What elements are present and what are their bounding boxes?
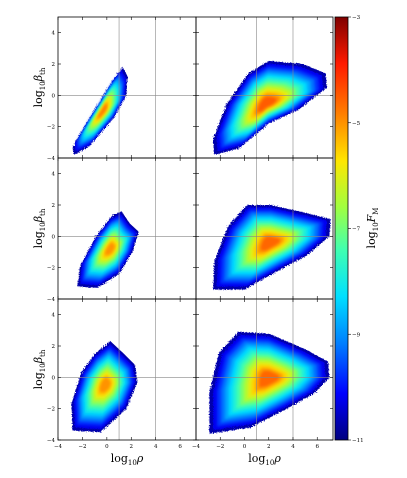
- panel-2-2: [195, 157, 334, 300]
- y-tick-label: 0: [52, 375, 56, 381]
- panel-frame: [195, 298, 334, 441]
- axis-labels: log10ρ log10ρ: [111, 452, 282, 467]
- colorbar-tick-label: −3: [352, 15, 361, 21]
- y-tick-label: 4: [52, 172, 56, 178]
- colorbar-gradient: [334, 16, 349, 441]
- y-tick-label: −4: [47, 156, 56, 162]
- y-tick-label: 2: [52, 344, 56, 350]
- colorbar-tick-label: −7: [352, 227, 361, 233]
- panel-2-1: −4 −2 0 2 4 log10βth: [32, 157, 197, 303]
- x-tick-label: −4: [192, 444, 201, 450]
- colorbar-label: log10FM: [365, 208, 380, 249]
- y-axis-label: log10βth: [32, 208, 47, 248]
- y-tick-label: −2: [47, 407, 55, 413]
- y-tick-label: 4: [52, 313, 56, 319]
- y-tick-label: 4: [52, 31, 56, 37]
- density-contour: [257, 96, 277, 112]
- panel-3-1: −4 −2 0 2 4 −4 −2 0 2 4 6 log10βth: [32, 298, 197, 450]
- x-tick-label: −2: [216, 444, 224, 450]
- y-tick-label: 2: [52, 62, 56, 68]
- x-tick-label: 6: [315, 444, 319, 450]
- colorbar-tick-label: −11: [352, 438, 364, 444]
- x-tick-label: 0: [243, 444, 247, 450]
- colorbar-tick-label: −9: [352, 332, 361, 338]
- x-tick-label: 2: [130, 444, 134, 450]
- x-axis-label: log10ρ: [111, 452, 144, 467]
- y-tick-label: −4: [47, 438, 56, 444]
- x-tick-label: 2: [267, 444, 271, 450]
- x-tick-label: 4: [154, 444, 158, 450]
- y-tick-label: 2: [52, 203, 56, 209]
- y-tick-label: −2: [47, 125, 55, 131]
- x-axis-label: log10ρ: [248, 452, 281, 467]
- y-tick-label: 0: [52, 234, 56, 240]
- density-contour: [97, 103, 107, 118]
- density-contour: [105, 242, 115, 255]
- colorbar: −11 −9 −7 −5 −3 log10FM: [334, 15, 380, 444]
- x-tick-label: 4: [291, 444, 295, 450]
- density-contour: [260, 236, 280, 251]
- x-tick-label: 6: [178, 444, 182, 450]
- y-axis-label: log10βth: [32, 67, 47, 107]
- colorbar-tick-label: −5: [352, 121, 361, 127]
- x-tick-label: 0: [105, 444, 109, 450]
- panel-1-2: [195, 16, 334, 159]
- density-contour: [99, 377, 111, 393]
- y-tick-label: −4: [47, 297, 56, 303]
- y-tick-label: 0: [52, 93, 56, 99]
- panel-1-1: −4 −2 0 2 4 log10βth: [32, 16, 197, 162]
- y-tick-label: −2: [47, 266, 55, 272]
- y-axis-label: log10βth: [32, 349, 47, 389]
- density-contour: [259, 370, 279, 388]
- x-tick-label: −4: [54, 444, 63, 450]
- panel-3-2: −4 −2 0 2 4 6: [192, 298, 334, 450]
- x-tick-label: −2: [78, 444, 86, 450]
- panels-group: −4−2024log10βth−4−2024log10βth−4−2024−4−…: [32, 16, 334, 450]
